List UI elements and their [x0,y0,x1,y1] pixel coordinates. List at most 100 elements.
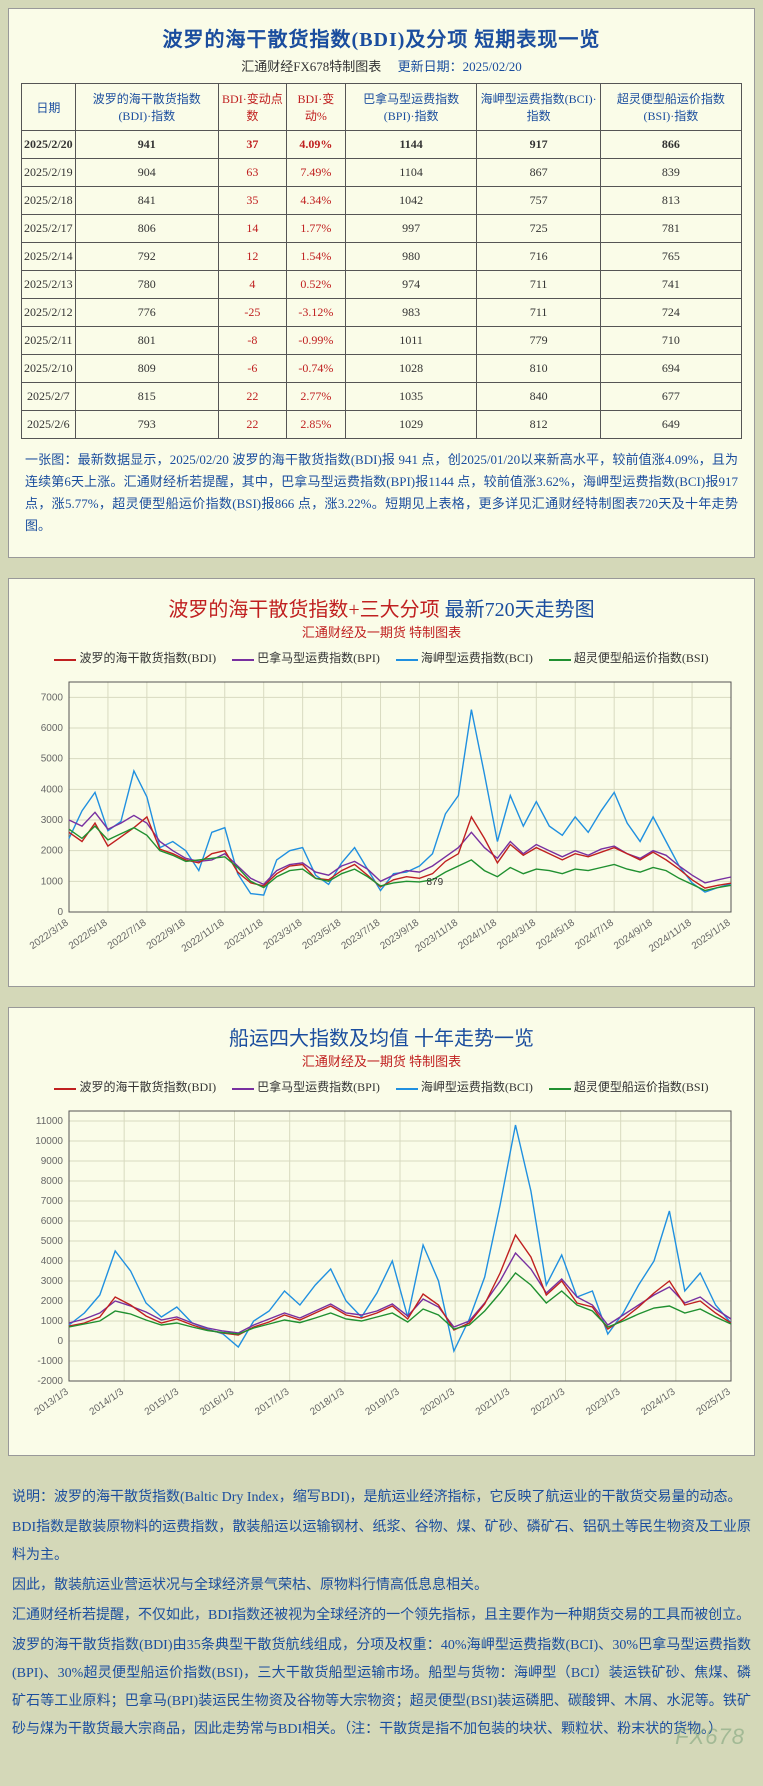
table-row: 2025/2/6793222.85%1029812649 [22,411,742,439]
table-cell: 779 [477,327,600,355]
svg-text:1000: 1000 [41,1316,64,1327]
legend-label: 超灵便型船运价指数(BSI) [574,651,709,665]
table-row: 2025/2/18841354.34%1042757813 [22,187,742,215]
update-date: 2025/02/20 [463,59,522,74]
svg-text:0: 0 [57,907,63,918]
table-cell: 780 [75,271,218,299]
table-header: 波罗的海干散货指数(BDI)·指数 [75,84,218,131]
legend-label: 巴拿马型运费指数(BPI) [257,1080,380,1094]
table-row: 2025/2/11801-8-0.99%1011779710 [22,327,742,355]
legend-swatch [54,1088,76,1090]
table-cell: 2025/2/14 [22,243,76,271]
table-cell: 757 [477,187,600,215]
table-cell: 741 [600,271,741,299]
table-row: 2025/2/17806141.77%997725781 [22,215,742,243]
bdi-table-panel: 波罗的海干散货指数(BDI)及分项 短期表现一览 汇通财经FX678特制图表 更… [8,8,755,558]
table-cell: 1104 [345,159,477,187]
table-header: 日期 [22,84,76,131]
table-cell: 2025/2/13 [22,271,76,299]
svg-text:11000: 11000 [36,1116,64,1127]
table-row: 2025/2/20941374.09%1144917866 [22,131,742,159]
svg-text:2000: 2000 [41,1296,64,1307]
table-cell: -3.12% [286,299,345,327]
table-cell: 0.52% [286,271,345,299]
table-cell: 806 [75,215,218,243]
chart10y-svg: -2000-1000010002000300040005000600070008… [21,1101,741,1441]
table-cell: 810 [477,355,600,383]
table-cell: 710 [600,327,741,355]
table-cell: 14 [218,215,286,243]
table-cell: 12 [218,243,286,271]
svg-text:0: 0 [57,1336,63,1347]
table-cell: 983 [345,299,477,327]
table-cell: 776 [75,299,218,327]
table-cell: 1042 [345,187,477,215]
table-cell: 63 [218,159,286,187]
table-cell: 677 [600,383,741,411]
explain-paragraph: 波罗的海干散货指数(BDI)由35条典型干散货航线组成，分项及权重：40%海岬型… [12,1632,751,1744]
svg-text:5000: 5000 [41,1236,64,1247]
chart720-legend: 波罗的海干散货指数(BDI)巴拿马型运费指数(BPI)海岬型运费指数(BCI)超… [21,647,742,668]
svg-text:6000: 6000 [41,1216,64,1227]
table-cell: -25 [218,299,286,327]
svg-text:5000: 5000 [41,754,64,765]
table-cell: 809 [75,355,218,383]
legend-item: 海岬型运费指数(BCI) [396,1078,533,1095]
svg-text:-1000: -1000 [37,1356,63,1367]
table-cell: 1011 [345,327,477,355]
table-cell: 716 [477,243,600,271]
update-label: 更新日期： [398,59,463,74]
explanation-text: 说明：波罗的海干散货指数(Baltic Dry Index，缩写BDI)，是航运… [8,1476,755,1754]
svg-text:8000: 8000 [41,1176,64,1187]
legend-item: 波罗的海干散货指数(BDI) [54,1078,216,1095]
svg-text:3000: 3000 [41,1276,64,1287]
watermark: FX678 [675,1724,745,1750]
table-cell: 2025/2/20 [22,131,76,159]
table-cell: 724 [600,299,741,327]
legend-item: 巴拿马型运费指数(BPI) [232,1078,380,1095]
legend-label: 波罗的海干散货指数(BDI) [79,1080,216,1094]
table-cell: 1035 [345,383,477,411]
legend-label: 海岬型运费指数(BCI) [421,651,533,665]
table-cell: 813 [600,187,741,215]
chart10y-subtitle: 汇通财经及一期货 特制图表 [21,1051,742,1070]
table-cell: 2.85% [286,411,345,439]
legend-label: 波罗的海干散货指数(BDI) [79,651,216,665]
table-cell: 2025/2/18 [22,187,76,215]
explain-paragraph: 说明：波罗的海干散货指数(Baltic Dry Index，缩写BDI)，是航运… [12,1484,751,1512]
table-cell: 2025/2/12 [22,299,76,327]
svg-text:879: 879 [426,877,443,888]
table-cell: 4.34% [286,187,345,215]
svg-text:7000: 7000 [41,693,64,704]
table-cell: 2025/2/10 [22,355,76,383]
table-cell: 1144 [345,131,477,159]
svg-text:4000: 4000 [41,1256,64,1267]
table-cell: 839 [600,159,741,187]
table-cell: 812 [477,411,600,439]
table-cell: 904 [75,159,218,187]
legend-swatch [54,659,76,661]
table-row: 2025/2/10809-6-0.74%1028810694 [22,355,742,383]
table-cell: 997 [345,215,477,243]
legend-item: 海岬型运费指数(BCI) [396,649,533,666]
table-cell: 711 [477,271,600,299]
legend-swatch [549,1088,571,1090]
chart720-subtitle: 汇通财经及一期货 特制图表 [21,622,742,641]
legend-label: 超灵便型船运价指数(BSI) [574,1080,709,1094]
table-header: 巴拿马型运费指数(BPI)·指数 [345,84,477,131]
legend-item: 超灵便型船运价指数(BSI) [549,1078,709,1095]
table-row: 2025/2/14792121.54%980716765 [22,243,742,271]
svg-text:2000: 2000 [41,846,64,857]
table-row: 2025/2/7815222.77%1035840677 [22,383,742,411]
table-row: 2025/2/1378040.52%974711741 [22,271,742,299]
table-cell: 917 [477,131,600,159]
chart10y-title: 船运四大指数及均值 十年走势一览 [21,1022,742,1051]
legend-item: 波罗的海干散货指数(BDI) [54,649,216,666]
chart720-title-red: 波罗的海干散货指数+三大分项 [168,599,439,621]
svg-text:-2000: -2000 [37,1376,63,1387]
svg-text:3000: 3000 [41,815,64,826]
table-note: 一张图：最新数据显示，2025/02/20 波罗的海干散货指数(BDI)报 94… [21,439,742,547]
table-cell: 974 [345,271,477,299]
explain-paragraph: 汇通财经析若提醒，不仅如此，BDI指数还被视为全球经济的一个领先指标，且主要作为… [12,1602,751,1630]
table-cell: 22 [218,383,286,411]
